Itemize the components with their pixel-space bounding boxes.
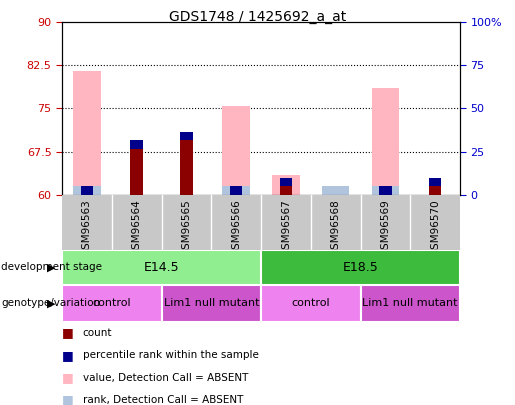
Bar [280,186,292,195]
Bar [73,71,100,195]
Bar [230,186,243,195]
Text: ■: ■ [62,393,74,405]
Text: control: control [291,298,330,309]
Bar [130,140,143,149]
Text: Lim1 null mutant: Lim1 null mutant [363,298,458,309]
Bar [261,285,360,322]
Bar [280,178,292,186]
Bar [372,88,399,195]
Text: GSM96565: GSM96565 [181,199,192,256]
Text: rank, Detection Call = ABSENT: rank, Detection Call = ABSENT [82,395,243,405]
Text: GSM96570: GSM96570 [430,199,440,256]
Bar [130,149,143,195]
Text: GSM96566: GSM96566 [231,199,241,256]
Text: control: control [92,298,131,309]
Bar [322,186,349,195]
Bar [322,186,349,195]
Bar [360,285,460,322]
Bar [222,106,250,195]
Bar [429,178,441,186]
Text: GSM96563: GSM96563 [82,199,92,256]
Text: ▶: ▶ [47,298,56,309]
Bar [62,250,261,285]
Text: percentile rank within the sample: percentile rank within the sample [82,350,259,360]
Text: ▶: ▶ [47,262,56,273]
Text: ■: ■ [62,326,74,339]
Text: GSM96569: GSM96569 [381,199,390,256]
Bar [222,186,250,195]
Text: E18.5: E18.5 [342,261,379,274]
Bar [272,175,300,195]
Text: GSM96564: GSM96564 [132,199,142,256]
Text: GDS1748 / 1425692_a_at: GDS1748 / 1425692_a_at [169,10,346,24]
Bar [73,186,100,195]
Text: genotype/variation: genotype/variation [1,298,100,309]
Text: ■: ■ [62,349,74,362]
Text: count: count [82,328,112,338]
Bar [372,186,399,195]
Bar [162,285,261,322]
Text: ■: ■ [62,371,74,384]
Text: GSM96568: GSM96568 [331,199,340,256]
Text: development stage: development stage [1,262,102,273]
Text: value, Detection Call = ABSENT: value, Detection Call = ABSENT [82,373,248,383]
Bar [81,186,93,195]
Bar [62,285,162,322]
Bar [379,186,391,195]
Text: E14.5: E14.5 [144,261,179,274]
Text: Lim1 null mutant: Lim1 null mutant [163,298,259,309]
Bar [180,140,193,195]
Bar [261,250,460,285]
Bar [429,186,441,195]
Bar [180,132,193,140]
Text: GSM96567: GSM96567 [281,199,291,256]
